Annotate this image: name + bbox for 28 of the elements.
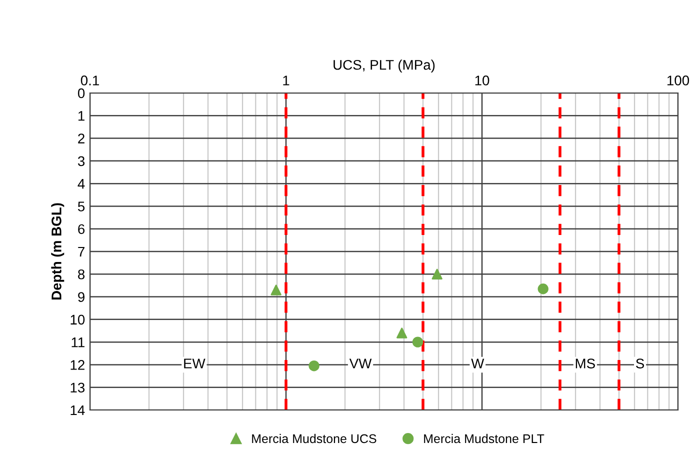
x-axis-title: UCS, PLT (MPa) <box>334 60 435 73</box>
y-tick-label: 5 <box>78 202 85 212</box>
y-tick-label: 13 <box>70 382 85 393</box>
legend-label: Mercia Mudstone UCS <box>252 434 376 444</box>
y-tick-label: 11 <box>72 338 84 348</box>
y-tick-label: 0 <box>78 88 85 98</box>
x-tick-label: 0.1 <box>80 76 99 86</box>
y-tick-label: 3 <box>78 156 85 166</box>
y-tick-label: 12 <box>70 360 84 370</box>
y-tick-label: 14 <box>70 405 85 416</box>
y-tick-label: 6 <box>78 224 85 234</box>
annotation: EW <box>184 358 206 368</box>
y-tick-label: 2 <box>78 134 84 144</box>
annotation: W <box>471 358 484 368</box>
y-axis-title: Depth (m BGL) <box>51 203 64 300</box>
y-tick-label: 4 <box>78 179 85 189</box>
legend-label: Mercia Mudstone PLT <box>424 434 544 444</box>
annotation: VW <box>349 358 372 368</box>
x-tick-label: 100 <box>667 76 690 86</box>
y-tick-label: 7 <box>78 246 84 257</box>
y-tick-label: 8 <box>78 269 85 280</box>
x-tick-label: 10 <box>475 76 490 86</box>
y-tick-label: 1 <box>78 111 84 121</box>
y-tick-label: 10 <box>70 314 85 325</box>
annotation: MS <box>576 358 595 368</box>
x-tick-label: 1 <box>283 76 290 86</box>
annotation: S <box>636 358 644 368</box>
y-tick-label: 9 <box>78 292 84 302</box>
